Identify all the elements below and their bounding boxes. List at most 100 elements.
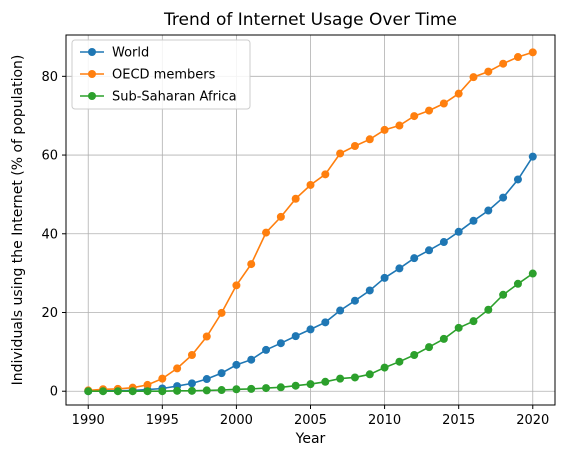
data-point-world — [425, 246, 434, 255]
data-point-oecd-members — [291, 194, 300, 203]
data-point-sub-saharan-africa — [158, 387, 167, 396]
data-point-oecd-members — [232, 281, 241, 290]
y-tick-label: 20 — [41, 306, 58, 321]
data-point-oecd-members — [425, 106, 434, 115]
data-point-oecd-members — [469, 73, 478, 82]
legend-box — [71, 39, 251, 110]
data-point-sub-saharan-africa — [306, 380, 315, 389]
data-point-oecd-members — [217, 308, 226, 317]
data-point-sub-saharan-africa — [113, 387, 122, 396]
data-point-oecd-members — [380, 125, 389, 134]
x-axis: 1990 1995 2000 2005 2010 2015 2020 — [72, 405, 549, 428]
data-point-sub-saharan-africa — [499, 290, 508, 299]
data-point-sub-saharan-africa — [276, 383, 285, 392]
data-point-world — [499, 193, 508, 202]
data-point-world — [232, 360, 241, 369]
y-tick-label: 0 — [50, 385, 58, 400]
data-point-sub-saharan-africa — [395, 357, 404, 366]
x-tick-label: 2010 — [368, 413, 401, 428]
data-point-sub-saharan-africa — [173, 386, 182, 395]
x-tick-label: 1990 — [72, 413, 105, 428]
legend-marker-oecd-members — [88, 70, 96, 78]
data-point-world — [262, 345, 271, 354]
legend: World OECD members Sub-Saharan Africa — [71, 39, 251, 110]
data-point-sub-saharan-africa — [469, 317, 478, 326]
data-point-sub-saharan-africa — [291, 381, 300, 390]
data-point-oecd-members — [187, 351, 196, 360]
data-point-world — [291, 332, 300, 341]
data-point-world — [410, 254, 419, 263]
data-point-world — [247, 355, 256, 364]
data-point-sub-saharan-africa — [202, 386, 211, 395]
data-point-world — [306, 325, 315, 334]
data-point-sub-saharan-africa — [84, 387, 93, 396]
data-point-oecd-members — [247, 260, 256, 269]
data-point-oecd-members — [276, 212, 285, 221]
data-point-oecd-members — [454, 89, 463, 98]
legend-label-oecd-members: OECD members — [112, 68, 216, 83]
data-point-sub-saharan-africa — [128, 387, 137, 396]
data-point-oecd-members — [513, 53, 522, 62]
data-point-world — [276, 339, 285, 348]
x-tick-label: 2000 — [220, 413, 253, 428]
data-point-oecd-members — [499, 59, 508, 68]
data-point-sub-saharan-africa — [232, 385, 241, 394]
y-axis-label: Individuals using the Internet (% of pop… — [10, 55, 26, 386]
data-point-sub-saharan-africa — [380, 363, 389, 372]
data-point-world — [336, 306, 345, 315]
data-point-sub-saharan-africa — [454, 323, 463, 332]
data-point-world — [439, 238, 448, 247]
data-point-oecd-members — [528, 48, 537, 57]
data-point-sub-saharan-africa — [217, 386, 226, 395]
data-point-sub-saharan-africa — [336, 374, 345, 383]
data-point-world — [528, 152, 537, 161]
y-tick-label: 40 — [41, 227, 58, 242]
data-point-oecd-members — [306, 180, 315, 189]
data-point-oecd-members — [336, 149, 345, 158]
data-point-sub-saharan-africa — [425, 343, 434, 352]
data-point-sub-saharan-africa — [439, 334, 448, 343]
x-tick-label: 2020 — [516, 413, 549, 428]
data-point-oecd-members — [484, 67, 493, 76]
data-point-oecd-members — [410, 112, 419, 121]
data-point-world — [350, 296, 359, 305]
data-point-oecd-members — [143, 380, 152, 389]
legend-label-sub-saharan-africa: Sub-Saharan Africa — [112, 90, 237, 105]
data-point-world — [454, 227, 463, 236]
data-point-world — [484, 206, 493, 215]
y-axis: 0 20 40 60 80 — [41, 70, 66, 400]
data-point-world — [202, 375, 211, 384]
data-point-sub-saharan-africa — [350, 373, 359, 382]
data-point-oecd-members — [395, 121, 404, 130]
data-point-world — [217, 369, 226, 378]
y-tick-label: 80 — [41, 70, 58, 85]
series-layer — [84, 48, 537, 396]
data-point-oecd-members — [158, 374, 167, 383]
data-point-sub-saharan-africa — [247, 384, 256, 393]
data-point-sub-saharan-africa — [262, 384, 271, 393]
chart-title: Trend of Internet Usage Over Time — [163, 10, 457, 30]
data-point-oecd-members — [173, 364, 182, 373]
data-point-sub-saharan-africa — [187, 386, 196, 395]
x-tick-label: 2005 — [294, 413, 327, 428]
data-point-world — [187, 379, 196, 388]
data-point-sub-saharan-africa — [321, 377, 330, 386]
data-point-oecd-members — [202, 332, 211, 341]
x-tick-label: 2015 — [442, 413, 475, 428]
series-sub-saharan-africa — [84, 269, 537, 396]
data-point-world — [380, 273, 389, 282]
legend-marker-world — [88, 48, 96, 56]
data-point-oecd-members — [439, 99, 448, 108]
data-point-world — [469, 216, 478, 225]
data-point-sub-saharan-africa — [410, 351, 419, 360]
data-point-sub-saharan-africa — [143, 387, 152, 396]
data-point-sub-saharan-africa — [484, 305, 493, 314]
data-point-world — [365, 286, 374, 295]
data-point-world — [321, 318, 330, 327]
legend-marker-sub-saharan-africa — [88, 92, 96, 100]
data-point-sub-saharan-africa — [365, 370, 374, 379]
data-point-world — [513, 175, 522, 184]
legend-label-world: World — [112, 46, 149, 61]
data-point-sub-saharan-africa — [99, 387, 108, 396]
